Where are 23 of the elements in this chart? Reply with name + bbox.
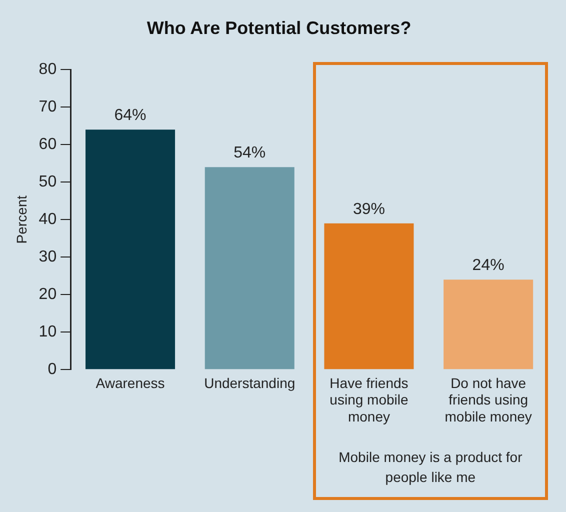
y-tick-label: 30 [38,248,57,266]
bar [86,130,176,370]
data-label: 39% [352,200,385,218]
x-tick-label: Have friends using mobile money [330,374,408,424]
y-tick-label: 80 [38,61,57,78]
y-tick-label: 20 [38,286,57,304]
y-tick-label: 40 [38,211,57,228]
y-tick-label: 60 [38,136,57,154]
data-label: 24% [472,257,504,274]
bar [444,280,534,370]
bar [324,223,414,370]
data-label: 64% [114,107,146,124]
x-tick-label: Do not have friends using mobile money [444,374,532,424]
y-tick-label: 50 [38,174,57,191]
y-tick-label: 0 [48,361,57,378]
chart-title: Who Are Potential Customers? [146,18,412,38]
y-tick-label: 10 [38,324,57,341]
x-tick-label: Understanding [204,374,296,391]
y-axis-title: Percent [13,195,30,244]
y-tick-label: 70 [38,98,57,116]
data-label: 54% [234,144,266,162]
bar [204,167,294,370]
x-tick-label: Awareness [96,374,165,391]
